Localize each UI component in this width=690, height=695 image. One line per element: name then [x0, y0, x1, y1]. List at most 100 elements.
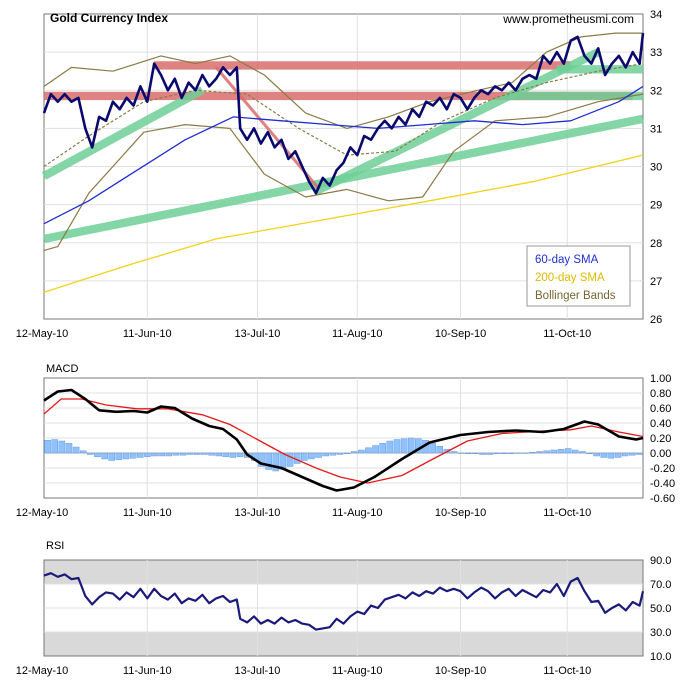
- histogram-bar: [593, 452, 600, 457]
- rsi-line: [43, 572, 645, 631]
- macd-histogram: [44, 437, 643, 472]
- rsi-title: RSI: [46, 540, 64, 552]
- histogram-bar: [322, 452, 329, 457]
- legend-box: [526, 245, 631, 307]
- x-tick-label: 11-Aug-10: [332, 328, 383, 340]
- price-chart-title: Gold Currency Index: [50, 11, 168, 25]
- y-tick-label: 70.0: [650, 579, 671, 591]
- x-tick-label: 13-Jul-10: [235, 507, 281, 519]
- histogram-bar: [315, 452, 322, 458]
- histogram-bar: [550, 449, 558, 454]
- histogram-bar: [158, 452, 165, 457]
- histogram-bar: [600, 452, 608, 458]
- price-legend: 60-day SMA 200-day SMA Bollinger Bands: [526, 245, 631, 307]
- x-tick-label: 12-May-10: [16, 665, 69, 677]
- y-tick-label: 30.0: [650, 627, 671, 639]
- histogram-bar: [94, 452, 101, 457]
- legend-sma60: 60-day SMA: [535, 254, 599, 266]
- y-tick-label: 0.00: [650, 448, 671, 460]
- support-trendline: [43, 114, 644, 244]
- x-tick-label: 10-Sep-10: [435, 328, 486, 340]
- rsi-grid: [44, 560, 643, 656]
- bollinger-upper-line: [43, 32, 643, 129]
- y-tick-label: 33: [650, 47, 662, 59]
- x-tick-label: 13-Jul-10: [235, 665, 281, 677]
- histogram-bar: [51, 439, 58, 454]
- histogram-bar: [301, 452, 308, 461]
- histogram-bar: [151, 452, 158, 457]
- y-tick-label: -0.20: [650, 463, 675, 475]
- histogram-bar: [379, 443, 386, 454]
- legend-sma200: 200-day SMA: [535, 272, 605, 284]
- support-trendline: [42, 86, 205, 180]
- x-tick-label: 11-Oct-10: [543, 328, 591, 340]
- y-tick-label: 0.40: [650, 418, 671, 430]
- histogram-bar: [393, 439, 401, 454]
- rsi-y-axis: 90.0 70.0 50.0 30.0 10.0: [650, 555, 671, 663]
- x-tick-label: 11-Jun-10: [123, 328, 172, 340]
- x-tick-label: 11-Oct-10: [543, 665, 591, 677]
- histogram-bar: [72, 446, 80, 454]
- histogram-bar: [129, 452, 137, 459]
- histogram-bar: [564, 448, 572, 454]
- macd-panel: MACD 1.00 0.80 0.60 0.40 0.20 0.00 -0.20 -0.40 -…: [16, 363, 675, 519]
- y-tick-label: 0.80: [650, 388, 671, 400]
- histogram-bar: [122, 452, 130, 460]
- y-tick-label: 50.0: [650, 603, 671, 615]
- histogram-bar: [65, 443, 73, 454]
- histogram-bar: [365, 447, 372, 454]
- histogram-bar: [115, 452, 123, 460]
- y-tick-label: 10.0: [650, 651, 671, 663]
- price-series-lines: [42, 32, 645, 293]
- x-tick-label: 11-Aug-10: [332, 507, 383, 519]
- histogram-bar: [614, 452, 622, 458]
- rsi-zone-band: [44, 632, 643, 656]
- histogram-bar: [286, 452, 294, 467]
- y-tick-label: 0.60: [650, 403, 671, 415]
- histogram-bar: [215, 452, 222, 457]
- rsi-zone-band: [44, 560, 643, 584]
- y-tick-label: 32: [650, 85, 662, 97]
- macd-line: [43, 388, 644, 492]
- y-tick-label: 28: [650, 238, 662, 250]
- y-tick-label: 31: [650, 123, 662, 135]
- histogram-bar: [557, 449, 565, 454]
- histogram-bar: [137, 452, 144, 458]
- y-tick-label: -0.40: [650, 478, 675, 490]
- macd-grid: [44, 378, 643, 498]
- histogram-bar: [400, 438, 408, 454]
- x-tick-label: 13-Jul-10: [235, 328, 281, 340]
- legend-bollinger: Bollinger Bands: [535, 290, 616, 302]
- y-tick-label: 30: [650, 162, 662, 174]
- histogram-bar: [229, 452, 237, 458]
- y-tick-label: 34: [650, 9, 662, 21]
- macd-y-axis: 1.00 0.80 0.60 0.40 0.20 0.00 -0.20 -0.40 -0.60: [650, 373, 675, 505]
- bollinger-lower-line: [43, 93, 644, 251]
- x-tick-label: 11-Jun-10: [123, 507, 172, 519]
- histogram-bar: [308, 452, 315, 460]
- price-x-axis: 12-May-10 11-Jun-10 13-Jul-10 11-Aug-10 10-S…: [16, 328, 592, 340]
- histogram-bar: [101, 452, 108, 460]
- y-tick-label: 27: [650, 276, 662, 288]
- x-tick-label: 11-Oct-10: [543, 507, 591, 519]
- y-tick-label: 0.20: [650, 433, 671, 445]
- rsi-panel: RSI 90.0 70.0 50.0 30.0 10.0 12-May-10 11-Jun…: [16, 540, 672, 677]
- x-tick-label: 11-Aug-10: [332, 665, 383, 677]
- histogram-bar: [265, 452, 272, 470]
- histogram-bar: [58, 440, 66, 454]
- macd-series-lines: [43, 388, 644, 492]
- histogram-bar: [222, 452, 230, 457]
- macd-title: MACD: [46, 363, 78, 375]
- rsi-x-axis: 12-May-10 11-Jun-10 13-Jul-10 11-Aug-10 10-S…: [16, 665, 592, 677]
- 200-day-sma-line: [43, 154, 644, 293]
- watermark-text: www.prometheusmi.com: [502, 12, 634, 26]
- histogram-bar: [436, 446, 444, 454]
- histogram-bar: [165, 452, 173, 457]
- histogram-bar: [108, 452, 116, 461]
- x-tick-label: 12-May-10: [16, 507, 69, 519]
- histogram-bar: [429, 443, 436, 454]
- histogram-bar: [144, 452, 151, 457]
- histogram-bar: [236, 452, 244, 457]
- histogram-bar: [372, 445, 379, 454]
